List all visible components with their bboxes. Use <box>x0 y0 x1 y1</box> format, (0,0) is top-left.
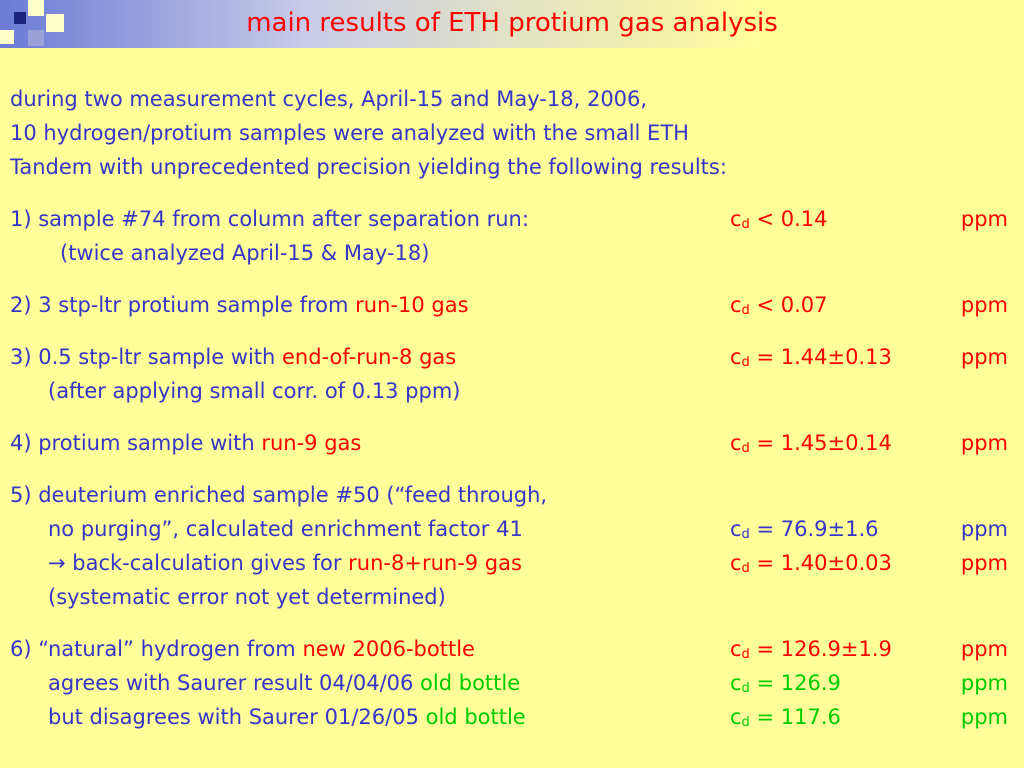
subscript: d <box>741 561 750 576</box>
item-line: but disagrees with Saurer 01/26/05 old b… <box>48 700 526 734</box>
text-part: run-9 gas <box>261 431 362 455</box>
value: = 1.45±0.14 <box>749 431 892 455</box>
subscript: d <box>741 647 750 662</box>
symbol: c <box>730 551 742 575</box>
text-part: (after applying small corr. of 0.13 ppm) <box>48 379 461 403</box>
text-part: 4) protium sample with <box>10 431 262 455</box>
result: cd = 1.40±0.03 <box>730 546 892 586</box>
unit: ppm <box>960 345 1008 369</box>
item-line: 1) sample #74 from column after separati… <box>10 202 529 236</box>
unit: ppm <box>960 293 1008 317</box>
value: < 0.14 <box>749 207 828 231</box>
text-part: run-10 gas <box>355 293 469 317</box>
result: cd < 0.14 <box>730 202 828 242</box>
text-part: end-of-run-8 gas <box>282 345 457 369</box>
item-line: 2) 3 stp-ltr protium sample from run-10 … <box>10 288 469 322</box>
subscript: d <box>741 715 750 730</box>
symbol: c <box>730 705 742 729</box>
symbol: c <box>730 345 742 369</box>
item-line: 6) “natural” hydrogen from new 2006-bott… <box>10 632 475 666</box>
unit: ppm <box>960 705 1008 729</box>
unit: ppm <box>960 637 1008 661</box>
symbol: c <box>730 517 742 541</box>
result: cd = 1.44±0.13 <box>730 340 892 380</box>
decor <box>28 0 44 16</box>
result: cd < 0.07 <box>730 288 828 328</box>
text-part: (systematic error not yet determined) <box>48 585 446 609</box>
text-part: no purging”, calculated enrichment facto… <box>48 517 523 541</box>
text-part: 3) 0.5 stp-ltr sample with <box>10 345 283 369</box>
text-part: 6) “natural” hydrogen from <box>10 637 303 661</box>
unit: ppm <box>960 207 1008 231</box>
value: = 1.40±0.03 <box>749 551 892 575</box>
item-line: (after applying small corr. of 0.13 ppm) <box>48 374 460 408</box>
text-part: 5) deuterium enriched sample #50 (“feed … <box>10 483 548 507</box>
text-part: old bottle <box>420 671 521 695</box>
result: cd = 126.9 <box>730 666 841 706</box>
text-part: agrees with Saurer result 04/04/06 <box>48 671 421 695</box>
item-line: → back-calculation gives for run-8+run-9… <box>48 546 522 580</box>
value: = 117.6 <box>749 705 841 729</box>
result: cd = 76.9±1.6 <box>730 512 879 552</box>
item-line: 3) 0.5 stp-ltr sample with end-of-run-8 … <box>10 340 456 374</box>
decor <box>46 14 64 32</box>
item-line: (twice analyzed April-15 & May-18) <box>60 236 429 270</box>
text-part: 1) sample #74 from column after separati… <box>10 207 529 231</box>
value: = 1.44±0.13 <box>749 345 892 369</box>
text-part: run-8+run-9 gas <box>348 551 522 575</box>
result: cd = 117.6 <box>730 700 841 740</box>
symbol: c <box>730 671 742 695</box>
symbol: c <box>730 207 742 231</box>
unit: ppm <box>960 671 1008 695</box>
intro-line: during two measurement cycles, April-15 … <box>10 87 648 111</box>
subscript: d <box>741 681 750 696</box>
text-part: (twice analyzed April-15 & May-18) <box>60 241 430 265</box>
symbol: c <box>730 637 742 661</box>
symbol: c <box>730 431 742 455</box>
intro-line: 10 hydrogen/protium samples were analyze… <box>10 121 689 145</box>
value: = 76.9±1.6 <box>749 517 879 541</box>
result: cd = 1.45±0.14 <box>730 426 892 466</box>
unit: ppm <box>960 431 1008 455</box>
unit: ppm <box>960 517 1008 541</box>
item-line: 4) protium sample with run-9 gas <box>10 426 361 460</box>
item-line: 5) deuterium enriched sample #50 (“feed … <box>10 478 547 512</box>
subscript: d <box>741 217 750 232</box>
text-part: → back-calculation gives for <box>48 551 349 575</box>
text-part: old bottle <box>425 705 526 729</box>
decor <box>14 12 26 24</box>
value: < 0.07 <box>749 293 828 317</box>
decor <box>0 30 14 44</box>
symbol: c <box>730 293 742 317</box>
item-line: (systematic error not yet determined) <box>48 580 446 614</box>
decor <box>28 30 44 46</box>
value: = 126.9±1.9 <box>749 637 892 661</box>
value: = 126.9 <box>749 671 841 695</box>
text-part: new 2006-bottle <box>302 637 475 661</box>
item-line: no purging”, calculated enrichment facto… <box>48 512 523 546</box>
intro-line: Tandem with unprecedented precision yiel… <box>10 155 727 179</box>
item-line: agrees with Saurer result 04/04/06 old b… <box>48 666 520 700</box>
unit: ppm <box>960 551 1008 575</box>
subscript: d <box>741 527 750 542</box>
text-part: 2) 3 stp-ltr protium sample from <box>10 293 356 317</box>
title: main results of ETH protium gas analysis <box>246 8 778 38</box>
header-bar <box>0 0 1024 48</box>
subscript: d <box>741 355 750 370</box>
result: cd = 126.9±1.9 <box>730 632 892 672</box>
subscript: d <box>741 303 750 318</box>
subscript: d <box>741 441 750 456</box>
text-part: but disagrees with Saurer 01/26/05 <box>48 705 426 729</box>
